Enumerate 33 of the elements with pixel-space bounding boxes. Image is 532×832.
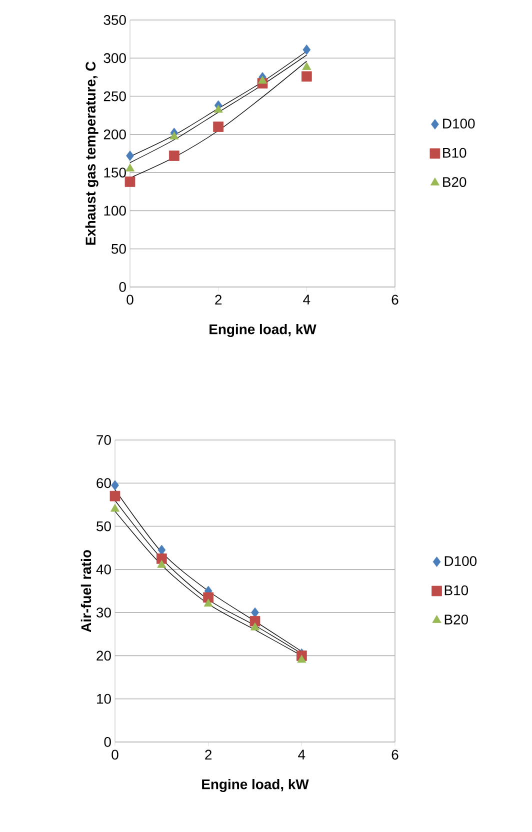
legend-label: B10 xyxy=(443,148,466,158)
y-tick-label: 350 xyxy=(104,15,126,25)
legend-label: D100 xyxy=(443,118,475,129)
y-axis-title: Exhaust gas temperature, C xyxy=(85,62,98,245)
legend-label: B20 xyxy=(444,614,468,624)
legend-label: B20 xyxy=(443,177,466,187)
x-tick-label: 0 xyxy=(126,294,134,305)
y-tick-label: 60 xyxy=(96,478,111,488)
y-tick-label: 150 xyxy=(104,168,126,178)
y-tick-label: 70 xyxy=(96,435,111,445)
x-tick-label: 2 xyxy=(205,750,212,760)
y-tick-label: 0 xyxy=(119,282,126,292)
y-tick-label: 40 xyxy=(96,564,111,574)
legend-label: B10 xyxy=(444,585,468,596)
y-tick-label: 200 xyxy=(104,129,126,140)
y-tick-label: 0 xyxy=(104,737,111,747)
legend-label: D100 xyxy=(444,556,477,566)
x-tick-label: 4 xyxy=(303,294,310,304)
y-tick-label: 250 xyxy=(104,91,126,102)
y-axis-title: Air-fuel ratio xyxy=(80,550,92,632)
y-tick-label: 30 xyxy=(96,608,111,618)
y-tick-label: 50 xyxy=(112,244,126,254)
x-axis-title: Engine load, kW xyxy=(202,778,309,792)
y-tick-label: 50 xyxy=(96,521,111,532)
x-tick-label: 2 xyxy=(215,294,222,304)
x-tick-label: 6 xyxy=(392,294,398,305)
x-axis-title: Engine load, kW xyxy=(210,324,316,338)
x-tick-label: 4 xyxy=(298,750,306,760)
y-tick-label: 300 xyxy=(104,53,126,64)
y-tick-label: 20 xyxy=(96,650,111,661)
y-tick-label: 10 xyxy=(97,694,111,704)
y-tick-label: 100 xyxy=(104,206,126,216)
x-tick-label: 6 xyxy=(392,750,398,760)
